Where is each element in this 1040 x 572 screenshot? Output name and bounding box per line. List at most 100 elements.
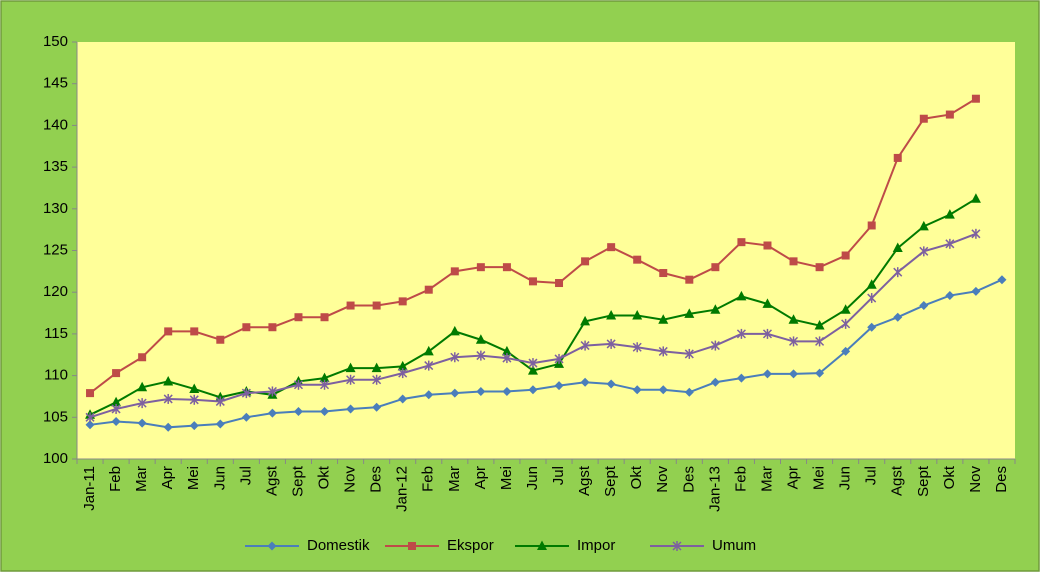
marker [736, 373, 746, 383]
y-tick-label: 120 [43, 283, 68, 300]
marker [320, 313, 329, 322]
marker [762, 328, 773, 339]
marker [502, 263, 511, 272]
marker [163, 422, 173, 432]
x-tick-label: Jan-13 [706, 466, 723, 512]
marker [528, 358, 538, 369]
marker [684, 348, 694, 359]
marker [867, 293, 877, 304]
marker [398, 368, 408, 379]
x-tick-label: Mei [498, 466, 515, 490]
marker [319, 372, 330, 383]
x-tick-label: Sept [915, 465, 932, 497]
marker [606, 310, 617, 320]
marker [971, 228, 981, 239]
marker [346, 404, 356, 414]
marker [397, 360, 408, 371]
x-tick-label: Mei [811, 466, 828, 490]
marker [945, 110, 954, 119]
x-tick-label: Agst [263, 465, 280, 496]
x-tick-label: Okt [628, 465, 645, 489]
marker [528, 385, 538, 395]
marker [137, 418, 147, 428]
marker [606, 379, 616, 389]
marker [684, 387, 694, 397]
marker [710, 340, 720, 351]
marker [919, 114, 928, 123]
legend-label: Ekspor [447, 537, 494, 554]
marker [345, 362, 356, 373]
y-tick-label: 125 [43, 241, 68, 258]
plot-area [77, 42, 1015, 459]
marker [763, 241, 772, 250]
marker [449, 325, 460, 336]
marker [658, 385, 668, 395]
marker [789, 369, 799, 379]
marker [215, 396, 225, 407]
marker [762, 298, 773, 308]
x-tick-label: Nov [654, 466, 671, 493]
marker [267, 541, 277, 551]
marker [501, 345, 512, 356]
marker [711, 263, 720, 272]
marker [372, 301, 381, 310]
marker [658, 346, 668, 357]
marker [580, 340, 590, 351]
y-tick-label: 150 [43, 33, 68, 50]
marker [815, 336, 825, 347]
marker [607, 243, 616, 252]
x-tick-label: Sept [602, 465, 619, 497]
marker [892, 242, 903, 252]
marker [736, 328, 746, 339]
series-line [89, 278, 1003, 429]
marker [580, 315, 591, 326]
x-tick-label: Mar [758, 466, 775, 492]
marker [840, 304, 851, 314]
marker [241, 388, 251, 399]
marker [190, 327, 199, 336]
marker [241, 412, 251, 422]
marker [423, 345, 434, 356]
y-tick-label: 135 [43, 158, 68, 175]
marker [137, 398, 147, 409]
marker [398, 297, 407, 306]
marker [267, 386, 277, 397]
marker [581, 257, 590, 266]
x-tick-label: Nov [342, 466, 359, 493]
marker [189, 383, 200, 393]
marker [242, 323, 251, 332]
legend-label: Domestik [307, 537, 370, 554]
marker [215, 419, 225, 429]
x-tick-label: Feb [420, 466, 437, 492]
marker [111, 416, 121, 426]
x-tick-label: Jul [863, 466, 880, 485]
marker [841, 318, 851, 329]
x-tick-label: Okt [315, 465, 332, 489]
y-tick-label: 140 [43, 116, 68, 133]
y-tick-label: 145 [43, 75, 68, 92]
marker [137, 381, 148, 392]
marker [424, 360, 434, 371]
marker [971, 286, 981, 296]
x-tick-label: Jun [211, 466, 228, 490]
x-tick-label: Sept [289, 465, 306, 497]
marker [971, 94, 980, 103]
marker [408, 542, 416, 550]
marker [737, 238, 746, 247]
marker [684, 308, 695, 318]
marker [893, 312, 903, 322]
x-tick-label: Jun [524, 466, 541, 490]
marker [112, 369, 121, 378]
y-tick-label: 115 [44, 325, 68, 342]
marker [997, 275, 1007, 285]
marker [424, 285, 433, 294]
marker [633, 255, 642, 264]
x-tick-label: Jul [237, 466, 254, 485]
x-tick-label: Apr [472, 466, 489, 489]
marker [476, 350, 486, 361]
marker [919, 301, 929, 311]
marker [867, 322, 877, 332]
marker [841, 346, 851, 356]
marker [789, 257, 798, 266]
